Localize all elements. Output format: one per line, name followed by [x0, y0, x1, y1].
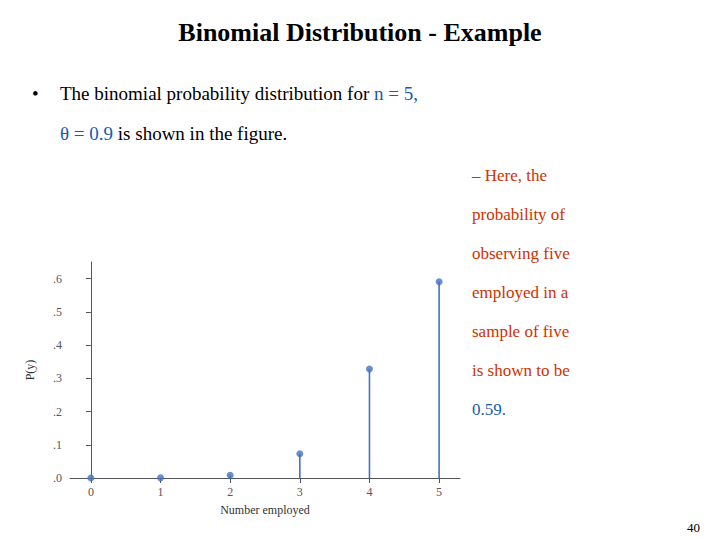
svg-text:n: n [374, 83, 384, 104]
svg-text:probability of: probability of [472, 205, 565, 224]
svg-text:.2: .2 [53, 405, 62, 419]
svg-text:.1: .1 [53, 438, 62, 452]
svg-text:.5: .5 [53, 305, 62, 319]
svg-text:.0: .0 [53, 471, 62, 485]
svg-text:θ = 0.9: θ = 0.9 [60, 123, 113, 144]
svg-text:.6: .6 [53, 272, 62, 286]
svg-text:0: 0 [88, 485, 94, 499]
svg-text:– Here, the: – Here, the [471, 166, 547, 185]
svg-text:Number employed: Number employed [220, 503, 310, 517]
svg-text:0.59.: 0.59. [472, 400, 506, 419]
svg-text:observing five: observing five [472, 244, 570, 263]
svg-text:4: 4 [366, 485, 372, 499]
svg-text:P(y): P(y) [23, 360, 37, 381]
svg-text:.3: .3 [53, 371, 62, 385]
svg-text:The binomial probability distr: The binomial probability distribution fo… [60, 83, 374, 104]
svg-text:is shown in the figure.: is shown in the figure. [113, 123, 287, 144]
svg-text:1: 1 [158, 485, 164, 499]
svg-text:2: 2 [227, 485, 233, 499]
svg-text:5: 5 [436, 485, 442, 499]
svg-text:employed in a: employed in a [472, 283, 569, 302]
svg-text:Binomial Distribution - Exampl: Binomial Distribution - Example [178, 18, 541, 47]
svg-text:.4: .4 [53, 338, 62, 352]
svg-text:40: 40 [687, 520, 700, 535]
svg-text:is shown to be: is shown to be [472, 361, 570, 380]
svg-text:•: • [32, 83, 39, 104]
svg-text:sample of five: sample of five [472, 322, 569, 341]
svg-text:= 5,: = 5, [383, 83, 417, 104]
svg-text:3: 3 [297, 485, 303, 499]
